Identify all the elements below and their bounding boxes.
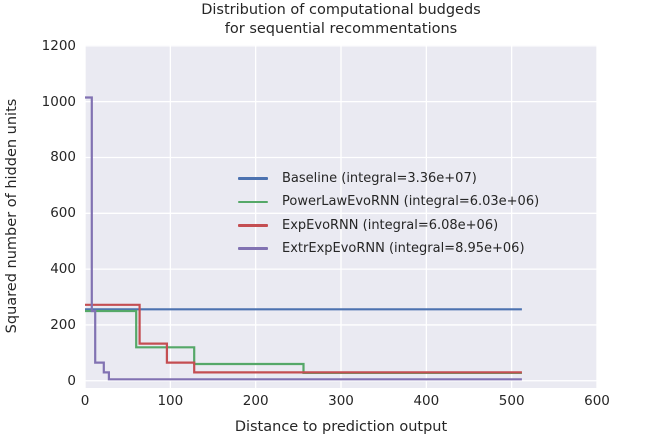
y-tick-label-400: 400 [50,261,76,278]
legend-item-baseline: Baseline (integral=3.36e+07) [238,167,539,190]
legend-label-powerlaw-evornn: PowerLawEvoRNN (integral=6.03e+06) [282,194,540,210]
legend-item-exp-evornn: ExpEvoRNN (integral=6.08e+06) [238,214,539,237]
legend-label-extrexp-evornn: ExtrExpEvoRNN (integral=8.95e+06) [282,241,525,257]
chart-title-line2: for sequential recommentations [224,21,458,37]
y-tick-label-800: 800 [50,149,76,166]
x-tick-label-500: 500 [498,393,525,409]
series-line-exp-evornn [85,303,522,374]
legend-label-baseline: Baseline (integral=3.36e+07) [282,171,477,187]
series-line-extrexp-evornn [85,96,522,381]
y-tick-label-600: 600 [50,205,76,222]
y-tick-label-0: 0 [67,372,76,389]
legend-item-powerlaw-evornn: PowerLawEvoRNN (integral=6.03e+06) [238,190,539,213]
legend-swatch-baseline [238,177,268,180]
y-tick-label-1000: 1000 [41,93,76,110]
y-axis-label: Squared number of hidden units [4,98,20,334]
legend-swatch-exp-evornn [238,223,268,227]
x-tick-label-300: 300 [328,393,354,409]
y-tick-label-1200: 1200 [41,37,76,54]
legend-swatch-extrexp-evornn [238,247,268,250]
legend-item-extrexp-evornn: ExtrExpEvoRNN (integral=8.95e+06) [238,237,539,260]
x-tick-label-400: 400 [413,393,440,409]
chart-title-line1: Distribution of computational budgeds [201,2,481,18]
y-tick-label-200: 200 [50,316,76,333]
x-tick-label-600: 600 [584,393,610,409]
legend-label-exp-evornn: ExpEvoRNN (integral=6.08e+06) [282,217,499,233]
legend: Baseline (integral=3.36e+07) PowerLawEvo… [238,167,539,260]
chart-title: Distribution of computational budgeds fo… [85,1,597,39]
x-tick-label-100: 100 [157,393,184,409]
x-tick-label-0: 0 [80,393,90,409]
legend-swatch-powerlaw-evornn [238,200,268,204]
x-tick-label-200: 200 [242,393,269,409]
x-axis-label: Distance to prediction output [234,419,448,435]
